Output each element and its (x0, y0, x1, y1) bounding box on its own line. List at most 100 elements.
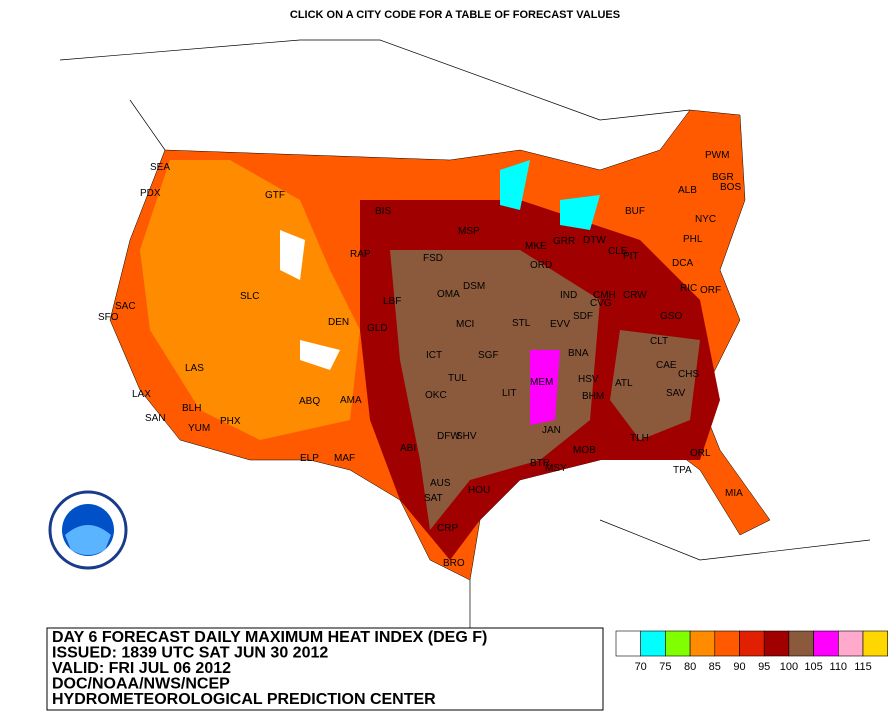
city-code[interactable]: BOS (720, 182, 741, 193)
city-code[interactable]: OMA (437, 289, 460, 300)
city-code[interactable]: MOB (573, 445, 596, 456)
legend-label: 70 (635, 661, 647, 673)
city-code[interactable]: BTR (530, 458, 550, 469)
city-code[interactable]: CRW (623, 290, 647, 301)
city-code[interactable]: CMH (593, 290, 616, 301)
legend-label: 100 (780, 661, 798, 673)
city-code[interactable]: SHV (456, 431, 477, 442)
legend-swatch (714, 630, 740, 657)
city-code[interactable]: CLE (608, 246, 628, 257)
city-code[interactable]: RIC (680, 283, 697, 294)
city-code[interactable]: MAF (334, 453, 355, 464)
city-code[interactable]: PHX (220, 416, 241, 427)
city-code[interactable]: MIA (725, 488, 743, 499)
magenta-area (530, 350, 560, 425)
city-code[interactable]: BIS (375, 206, 391, 217)
city-code[interactable]: BUF (625, 206, 645, 217)
city-code[interactable]: AUS (430, 478, 451, 489)
city-code[interactable]: GRR (553, 236, 575, 247)
city-code[interactable]: BHM (582, 391, 604, 402)
city-code[interactable]: SAT (424, 493, 443, 504)
city-code[interactable]: ORL (690, 448, 711, 459)
city-code[interactable]: BRO (443, 558, 465, 569)
city-code[interactable]: STL (512, 318, 531, 329)
city-code[interactable]: SLC (240, 291, 259, 302)
city-code[interactable]: MCI (456, 319, 474, 330)
city-code[interactable]: LAS (185, 363, 204, 374)
legend-swatch (837, 630, 864, 657)
city-code[interactable]: LAX (132, 389, 151, 400)
city-code[interactable]: DEN (328, 317, 349, 328)
map (59, 39, 871, 700)
logo-wave (65, 525, 111, 555)
city-code[interactable]: BNA (568, 348, 589, 359)
city-code[interactable]: CHS (678, 369, 699, 380)
city-code[interactable]: ABI (400, 443, 416, 454)
legend: 70 75 80 85 90 95 100 105 110 115 (615, 630, 889, 673)
city-code[interactable]: PIT (623, 251, 639, 262)
legend-label: 115 (854, 661, 872, 673)
city-code[interactable]: GLD (367, 323, 388, 334)
city-code[interactable]: DCA (672, 258, 693, 269)
city-code[interactable]: TPA (673, 465, 692, 476)
city-code[interactable]: PHL (683, 234, 703, 245)
info-lines: DAY 6 FORECAST DAILY MAXIMUM HEAT INDEX … (52, 629, 487, 708)
city-code[interactable]: BGR (712, 172, 734, 183)
lakes (500, 160, 600, 230)
city-code[interactable]: LBF (383, 296, 401, 307)
city-code[interactable]: TUL (448, 373, 467, 384)
city-code[interactable]: HSV (578, 374, 599, 385)
city-code[interactable]: CVG (590, 298, 612, 309)
header-title: CLICK ON A CITY CODE FOR A TABLE OF FORE… (290, 9, 620, 21)
city-code[interactable]: DTW (583, 235, 606, 246)
legend-swatch (640, 630, 666, 657)
city-code[interactable]: SAV (666, 388, 686, 399)
city-code[interactable]: SAC (115, 301, 136, 312)
city-code[interactable]: OKC (425, 390, 447, 401)
city-code[interactable]: GSO (660, 311, 682, 322)
city-code[interactable]: ELP (300, 453, 319, 464)
city-code[interactable]: SDF (573, 311, 593, 322)
west-region (140, 160, 360, 440)
city-code[interactable]: ALB (678, 185, 697, 196)
city-code[interactable]: TLH (630, 433, 649, 444)
city-code[interactable]: EVV (550, 319, 570, 330)
city-code[interactable]: AMA (340, 395, 362, 406)
city-code[interactable]: JAN (542, 425, 561, 436)
city-code[interactable]: LIT (502, 388, 516, 399)
legend-swatch (862, 630, 889, 657)
city-code[interactable]: SGF (478, 350, 499, 361)
city-code[interactable]: DFW (437, 431, 460, 442)
city-code[interactable]: PDX (140, 188, 161, 199)
city-code[interactable]: SAN (145, 413, 166, 424)
city-code[interactable]: MSP (458, 226, 480, 237)
city-code[interactable]: PWM (705, 150, 729, 161)
city-code[interactable]: SFO (98, 312, 119, 323)
city-code[interactable]: ABQ (299, 396, 320, 407)
city-code[interactable]: FSD (423, 253, 443, 264)
city-code[interactable]: ORD (530, 260, 552, 271)
city-code[interactable]: BLH (182, 403, 201, 414)
city-code[interactable]: CRP (437, 523, 458, 534)
city-code[interactable]: YUM (188, 423, 210, 434)
city-code[interactable]: CAE (656, 360, 677, 371)
city-code[interactable]: ORF (700, 285, 721, 296)
city-code[interactable]: MEM (530, 377, 553, 388)
borders (59, 39, 871, 700)
city-code[interactable]: DSM (463, 281, 485, 292)
legend-swatch (689, 630, 716, 657)
city-code[interactable]: HOU (468, 485, 490, 496)
city-code[interactable]: SEA (150, 162, 170, 173)
city-code[interactable]: ICT (426, 350, 442, 361)
legend-swatch (788, 630, 814, 657)
city-code[interactable]: IND (560, 290, 577, 301)
city-code[interactable]: GTF (265, 190, 285, 201)
city-code[interactable]: CLT (650, 336, 668, 347)
city-code[interactable]: RAP (350, 249, 371, 260)
city-code[interactable]: ATL (615, 378, 633, 389)
city-code[interactable]: MSY (545, 463, 567, 474)
city-code[interactable]: MKE (525, 241, 547, 252)
legend-swatch (665, 630, 691, 657)
city-code[interactable]: NYC (695, 214, 716, 225)
